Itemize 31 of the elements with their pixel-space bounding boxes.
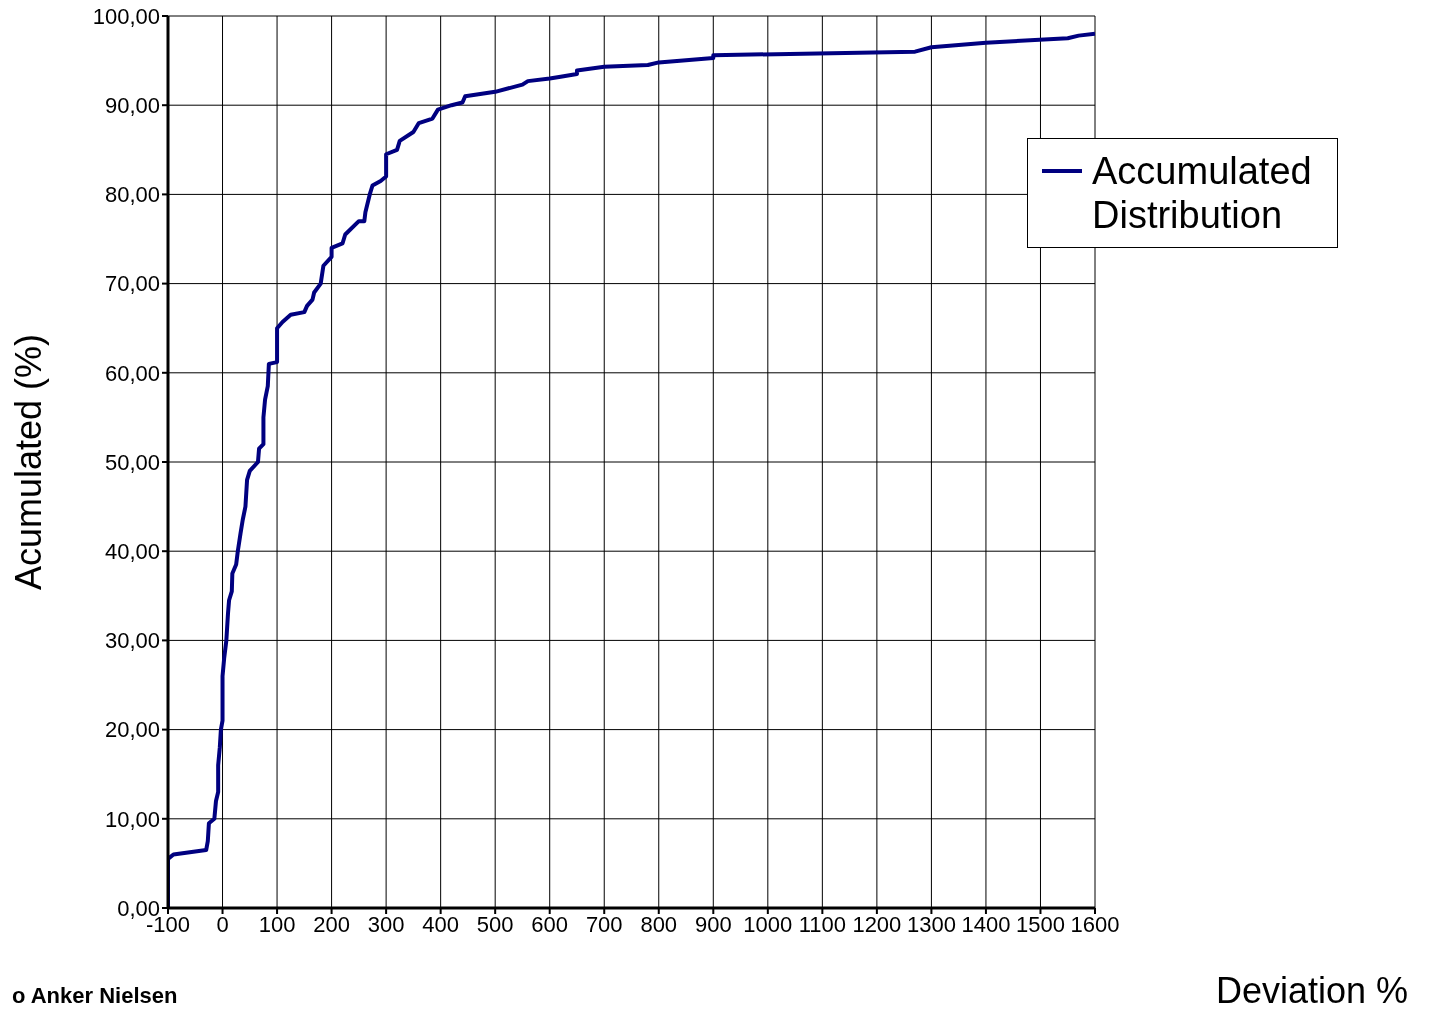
y-tick-label: 30,00 [104, 628, 160, 654]
y-axis-title: Acumulated (%) [7, 333, 49, 591]
x-tick-label: 200 [313, 911, 350, 937]
x-tick-label: 500 [476, 911, 514, 937]
x-tick-label: 1300 [906, 911, 956, 937]
x-tick-label: 1100 [798, 911, 847, 937]
x-tick-label: 900 [694, 911, 732, 937]
y-tick-label: 20,00 [104, 717, 160, 743]
x-tick-label: 1400 [961, 911, 1011, 937]
x-tick-label: 0 [216, 911, 229, 937]
x-tick-label: 1600 [1070, 911, 1120, 937]
x-tick-label: 600 [531, 911, 569, 937]
x-tick-label: 1000 [743, 911, 793, 937]
x-tick-label: 400 [422, 911, 460, 937]
y-tick-label: 50,00 [104, 449, 160, 475]
text: o Anker Nielsen [12, 983, 178, 1009]
y-tick-label: 90,00 [104, 93, 160, 119]
x-tick-label: 1500 [1015, 911, 1065, 937]
y-tick-label: 40,00 [104, 539, 160, 565]
y-tick-label: 10,00 [104, 806, 160, 832]
x-axis-title: Deviation % [1215, 970, 1408, 1012]
x-tick-label: 700 [585, 911, 623, 937]
x-tick-label: 1200 [852, 911, 902, 937]
y-tick-label: 100,00 [92, 3, 160, 29]
legend-label: Accumulated Distribution [1092, 149, 1313, 237]
x-tick-label: 800 [640, 911, 678, 937]
y-tick-label: 80,00 [104, 182, 160, 208]
x-tick-label: 100 [258, 911, 296, 937]
y-tick-label: 70,00 [104, 271, 160, 297]
x-tick-label: 300 [367, 911, 405, 937]
y-tick-label: 60,00 [104, 360, 160, 386]
